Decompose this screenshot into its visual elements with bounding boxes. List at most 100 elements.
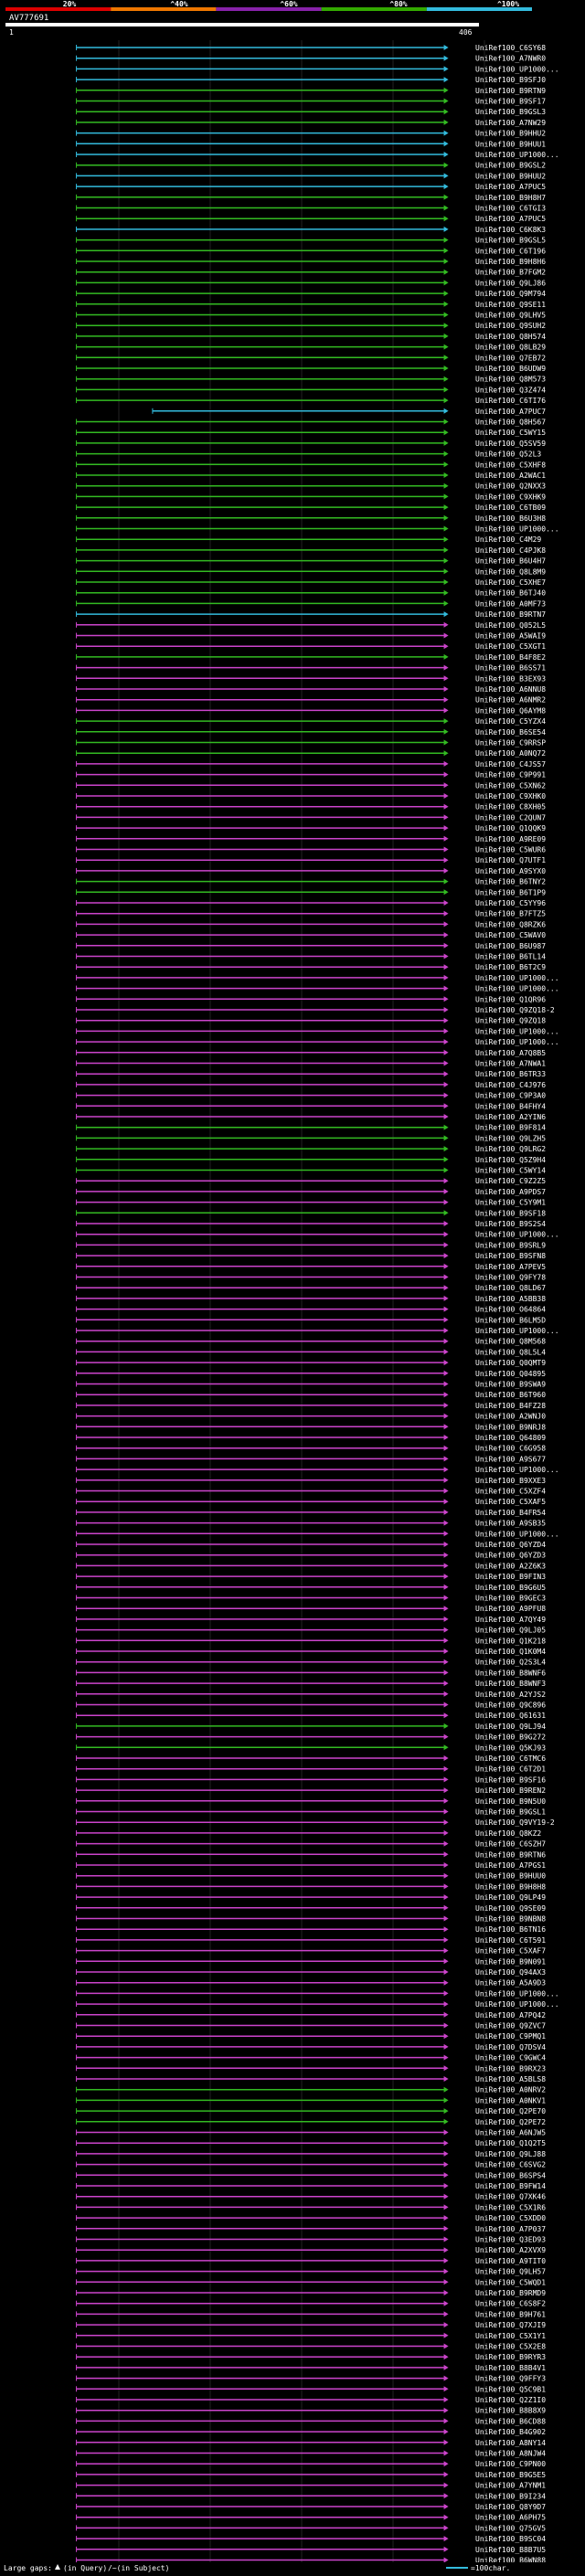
hit-arrow [443, 846, 449, 853]
hit-arrow [443, 514, 449, 521]
hit-arrow [443, 2172, 449, 2178]
hit-row: UniRef100_B9SF16 [76, 1776, 546, 1784]
hit-label: UniRef100_C9P3A0 [475, 1092, 546, 1100]
hit-label: UniRef100_A7PUC5 [475, 183, 546, 191]
hit-row: UniRef100_B9SRL9 [76, 1241, 546, 1249]
hit-arrow [443, 2022, 449, 2029]
hit-arrow [443, 45, 449, 50]
hit-arrow [443, 408, 449, 414]
hit-row: UniRef100_Q1K0M4 [76, 1648, 546, 1656]
hit-label: UniRef100_A7PEV5 [475, 1263, 546, 1271]
hit-arrow [443, 611, 449, 618]
hit-arrow [443, 1178, 449, 1184]
hit-label: UniRef100_C6T196 [475, 247, 546, 255]
hit-arrow [443, 87, 449, 93]
hit-arrow [443, 1381, 449, 1387]
hit-arrow [443, 323, 449, 329]
hit-label: UniRef100_C5XHE7 [475, 578, 546, 587]
hit-row: UniRef100_UP1000... [76, 1231, 559, 1239]
hit-label: UniRef100_B6T960 [475, 1391, 546, 1399]
hit-label: UniRef100_C5XGT1 [475, 642, 546, 651]
hit-row: UniRef100_Q9LJ88 [76, 2150, 546, 2158]
hit-arrow [443, 2108, 449, 2115]
hit-row: UniRef100_A8NY14 [76, 2439, 546, 2447]
hit-row: UniRef100_A7NWA1 [76, 1060, 546, 1068]
hit-arrow [443, 205, 449, 211]
hit-row: UniRef100_B9FW14 [76, 2182, 546, 2190]
hit-row: UniRef100_C8XH05 [76, 803, 546, 811]
hit-row: UniRef100_Q9LRG2 [76, 1145, 546, 1153]
hit-arrow [443, 867, 449, 874]
hit-row: UniRef100_UP1000... [76, 985, 559, 993]
hit-row: UniRef100_Q2PE72 [76, 2118, 546, 2126]
hit-label: UniRef100_C9P991 [475, 771, 546, 779]
hit-label: UniRef100_B4FR54 [475, 1509, 546, 1517]
hit-label: UniRef100_B9SFJ0 [475, 76, 546, 84]
hit-label: UniRef100_Q9ZVC7 [475, 2022, 546, 2030]
hit-arrow [443, 291, 449, 297]
hit-arrow [443, 1456, 449, 1462]
query-title: AV777691 [9, 14, 48, 23]
hit-label: UniRef100_B6U4H7 [475, 557, 546, 566]
hit-row: UniRef100_B6U987 [76, 942, 546, 950]
hit-label: UniRef100_A2Z6K3 [475, 1562, 546, 1570]
hit-arrow [443, 707, 449, 714]
hit-arrow [443, 1808, 449, 1815]
hit-label: UniRef100_C6TB09 [475, 504, 546, 512]
hit-label: UniRef100_C5WY15 [475, 429, 546, 437]
hit-label: UniRef100_A2XVX9 [475, 2246, 546, 2254]
hit-row: UniRef100_Q9LZH5 [76, 1134, 546, 1142]
hit-arrow [443, 1295, 449, 1301]
hit-label: UniRef100_A6NJW5 [475, 2129, 546, 2137]
identity-scale-segment [5, 7, 112, 11]
hit-label: UniRef100_B9RTN6 [475, 1850, 546, 1859]
hit-row: UniRef100_A7PQ42 [76, 2011, 546, 2019]
hit-row: UniRef100_C6TB09 [76, 504, 546, 512]
hit-row: UniRef100_C5WAV0 [76, 931, 546, 939]
hit-arrow [443, 1285, 449, 1291]
hit-label: UniRef100_B9RX23 [475, 2064, 546, 2072]
hit-label: UniRef100_A5WAI9 [475, 632, 546, 641]
hit-arrow [443, 525, 449, 532]
hit-label: UniRef100_C6SY68 [475, 44, 546, 52]
hit-label: UniRef100_A9PDS7 [475, 1188, 546, 1196]
hit-label: UniRef100_C9XHK9 [475, 493, 546, 501]
hit-arrow [443, 419, 449, 425]
hit-row: UniRef100_Q5Z9H4 [76, 1156, 546, 1164]
hit-label: UniRef100_C9PMQ1 [475, 2032, 546, 2041]
hit-row: UniRef100_B9GSL5 [76, 237, 546, 245]
hit-label: UniRef100_A9TIT0 [475, 2257, 546, 2265]
hit-row: UniRef100_B9SF17 [76, 98, 546, 106]
hit-arrow [443, 184, 449, 190]
hit-arrow [443, 1360, 449, 1366]
hit-label: UniRef100_B6TNY2 [475, 878, 546, 886]
hit-label: UniRef100_B9H8H8 [475, 1882, 546, 1891]
hit-arrow [443, 312, 449, 318]
hit-row: UniRef100_A0NKV1 [76, 2096, 546, 2104]
hit-label: UniRef100_Q9C896 [475, 1701, 546, 1710]
hit-row: UniRef100_C6T196 [76, 247, 546, 255]
hit-arrow [443, 216, 449, 222]
hit-label: UniRef100_B9SWA9 [475, 1381, 546, 1389]
hit-label: UniRef100_Q3Z474 [475, 386, 546, 394]
hit-label: UniRef100_B8B8X9 [475, 2407, 546, 2415]
identity-scale-segment [321, 7, 427, 11]
hit-row: UniRef100_A6NNU8 [76, 685, 546, 694]
hit-label: UniRef100_A2WAC1 [475, 472, 546, 480]
hit-label: UniRef100_B9N5U0 [475, 1797, 546, 1806]
hit-row: UniRef100_B6T1P9 [76, 888, 546, 896]
hit-arrow [443, 932, 449, 938]
hit-row: UniRef100_A7PUC5 [76, 183, 546, 191]
hit-arrow [443, 825, 449, 832]
hit-row: UniRef100_C6TGI3 [76, 205, 546, 213]
hit-arrow [443, 2257, 449, 2263]
hit-row: UniRef100_A5BLS8 [76, 2075, 546, 2083]
hit-label: UniRef100_B9HHU2 [475, 130, 546, 138]
identity-scale-label: ^60% [280, 0, 297, 8]
hit-row: UniRef100_C5XDD0 [76, 2214, 546, 2222]
hit-arrow [443, 2386, 449, 2392]
hit-label: UniRef100_B4F8E2 [475, 653, 546, 662]
hit-label: UniRef100_A7QY49 [475, 1616, 546, 1624]
hit-row: UniRef100_C9PN00 [76, 2460, 546, 2468]
hit-row: UniRef100_A8NJW4 [76, 2450, 546, 2458]
